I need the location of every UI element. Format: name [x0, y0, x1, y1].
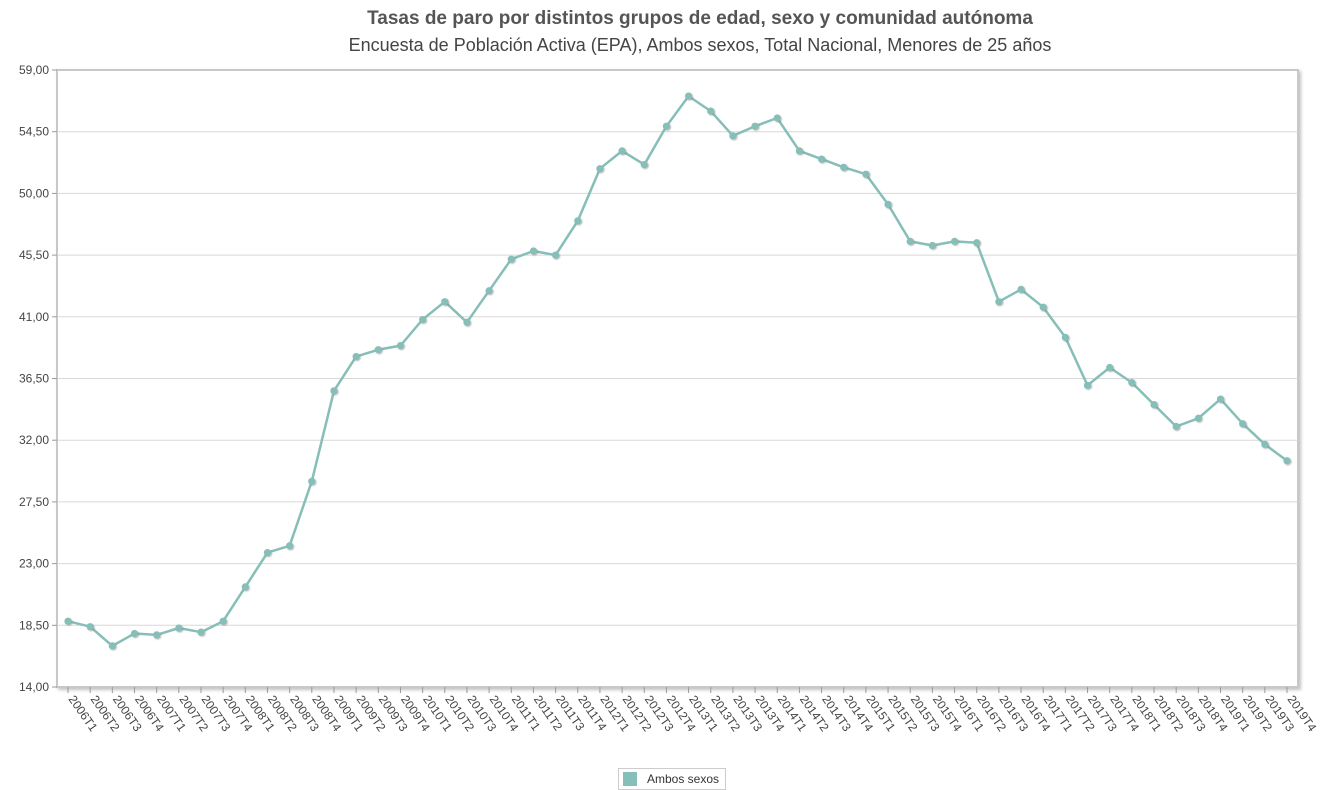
y-tick-label: 41,00: [19, 310, 49, 324]
data-point[interactable]: [1239, 420, 1247, 428]
data-point[interactable]: [1061, 333, 1069, 341]
data-point[interactable]: [773, 114, 781, 122]
chart-title: Tasas de paro por distintos grupos de ed…: [367, 8, 1033, 29]
data-point[interactable]: [1039, 303, 1047, 311]
y-tick-label: 59,00: [19, 63, 49, 77]
x-axis: 2006T12006T22006T32006T42007T12007T22007…: [66, 687, 1320, 734]
data-point[interactable]: [1172, 422, 1180, 431]
data-point[interactable]: [795, 147, 804, 155]
data-point[interactable]: [175, 624, 183, 632]
data-point[interactable]: [884, 200, 892, 208]
data-point[interactable]: [130, 629, 139, 638]
data-point[interactable]: [973, 239, 981, 247]
legend-label: Ambos sexos: [647, 772, 720, 786]
data-point[interactable]: [1283, 457, 1291, 465]
data-point[interactable]: [153, 631, 161, 639]
data-point[interactable]: [529, 247, 538, 255]
grid-lines: [57, 131, 1298, 626]
data-point[interactable]: [1216, 395, 1225, 403]
data-point[interactable]: [263, 549, 272, 557]
data-point[interactable]: [906, 237, 914, 245]
legend-swatch: [623, 772, 637, 786]
data-point[interactable]: [286, 542, 294, 550]
data-point[interactable]: [1128, 379, 1136, 387]
data-point[interactable]: [241, 583, 249, 591]
legend[interactable]: Ambos sexos: [618, 768, 727, 790]
chart-subtitle: Encuesta de Población Activa (EPA), Ambo…: [348, 35, 1052, 55]
data-point[interactable]: [1150, 400, 1158, 409]
data-point[interactable]: [707, 107, 715, 115]
data-point[interactable]: [574, 217, 582, 225]
y-tick-label: 18,50: [19, 618, 49, 632]
data-point[interactable]: [108, 642, 116, 650]
data-point[interactable]: [485, 287, 493, 295]
data-point[interactable]: [507, 255, 515, 263]
data-point[interactable]: [330, 387, 338, 395]
data-point[interactable]: [219, 617, 227, 625]
series-ambos-sexos: [64, 92, 1291, 650]
y-tick-label: 27,50: [19, 495, 49, 509]
y-axis: 14,00 18,50 23,00 27,50 32,00 36,50 41,00 45,50…: [19, 63, 57, 694]
data-point[interactable]: [419, 315, 427, 324]
data-point[interactable]: [86, 623, 94, 631]
data-point[interactable]: [751, 122, 759, 130]
data-point[interactable]: [817, 155, 826, 163]
data-point[interactable]: [1261, 440, 1269, 448]
data-point[interactable]: [618, 147, 626, 155]
data-point[interactable]: [596, 165, 604, 173]
data-point[interactable]: [463, 318, 471, 326]
data-point[interactable]: [840, 163, 848, 171]
data-point[interactable]: [64, 617, 72, 625]
data-point[interactable]: [928, 241, 936, 250]
data-point[interactable]: [1194, 414, 1202, 422]
y-tick-label: 36,50: [19, 372, 49, 386]
data-point[interactable]: [950, 237, 959, 245]
data-point[interactable]: [729, 132, 737, 140]
data-point[interactable]: [1017, 285, 1025, 293]
y-tick-label: 32,00: [19, 433, 49, 447]
series-line: [67, 94, 1288, 648]
data-point[interactable]: [1083, 381, 1092, 389]
data-point[interactable]: [441, 298, 449, 306]
data-point[interactable]: [374, 346, 382, 354]
y-tick-label: 23,00: [19, 557, 49, 571]
data-point[interactable]: [662, 122, 671, 130]
data-point[interactable]: [684, 92, 693, 100]
data-point[interactable]: [308, 477, 316, 485]
data-point[interactable]: [352, 352, 360, 361]
y-tick-label: 50,00: [19, 186, 49, 200]
data-point[interactable]: [862, 170, 870, 178]
data-point[interactable]: [1106, 363, 1114, 372]
y-tick-label: 14,00: [19, 680, 49, 694]
y-tick-label: 45,50: [19, 248, 49, 262]
data-point[interactable]: [552, 251, 560, 259]
data-point[interactable]: [197, 628, 205, 636]
data-point[interactable]: [396, 341, 405, 350]
y-tick-label: 54,50: [19, 125, 49, 139]
data-point[interactable]: [995, 298, 1003, 306]
data-point[interactable]: [640, 161, 648, 169]
